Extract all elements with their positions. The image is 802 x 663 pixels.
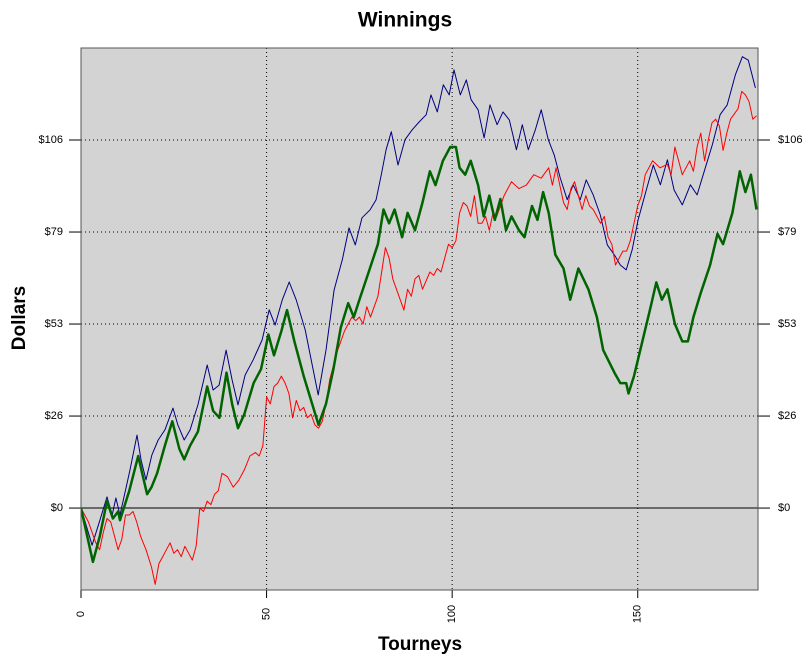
x-tick-label: 0 [75, 611, 87, 617]
series-line [81, 90, 757, 585]
x-tick-label: 100 [446, 605, 458, 623]
plot-border [80, 47, 759, 591]
y-tick-label-right: $106 [778, 134, 802, 146]
y-tick-label-right: $0 [778, 502, 790, 514]
y-tick-label-right: $79 [778, 226, 796, 238]
chart-title: Winnings [358, 9, 452, 32]
plot-area [81, 48, 758, 590]
y-tick-label-right: $53 [778, 318, 796, 330]
y-tick-label: $26 [45, 410, 63, 422]
y-tick-label: $0 [51, 502, 63, 514]
y-tick-label-right: $26 [778, 410, 796, 422]
x-tick-label: 50 [260, 608, 272, 620]
plot-lines [81, 56, 758, 585]
y-tick-label: $79 [45, 226, 63, 238]
y-axis-title: Dollars [9, 286, 30, 350]
x-axis-title: Tourneys [378, 634, 462, 655]
x-tick-label: 150 [632, 605, 644, 623]
y-tick-label: $106 [39, 134, 63, 146]
series-line [81, 56, 756, 546]
series-line [81, 145, 758, 564]
y-tick-label: $53 [45, 318, 63, 330]
